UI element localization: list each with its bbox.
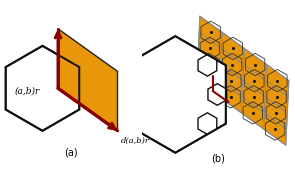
Polygon shape	[6, 46, 79, 131]
Polygon shape	[125, 36, 226, 153]
Polygon shape	[58, 29, 117, 131]
Polygon shape	[197, 16, 289, 145]
Polygon shape	[208, 84, 227, 105]
Text: (a): (a)	[64, 148, 78, 158]
Polygon shape	[198, 54, 217, 76]
Polygon shape	[198, 113, 217, 134]
Text: (a,b)r: (a,b)r	[14, 87, 40, 96]
Text: (b): (b)	[211, 153, 225, 164]
Text: d(a,b)r: d(a,b)r	[120, 137, 149, 144]
